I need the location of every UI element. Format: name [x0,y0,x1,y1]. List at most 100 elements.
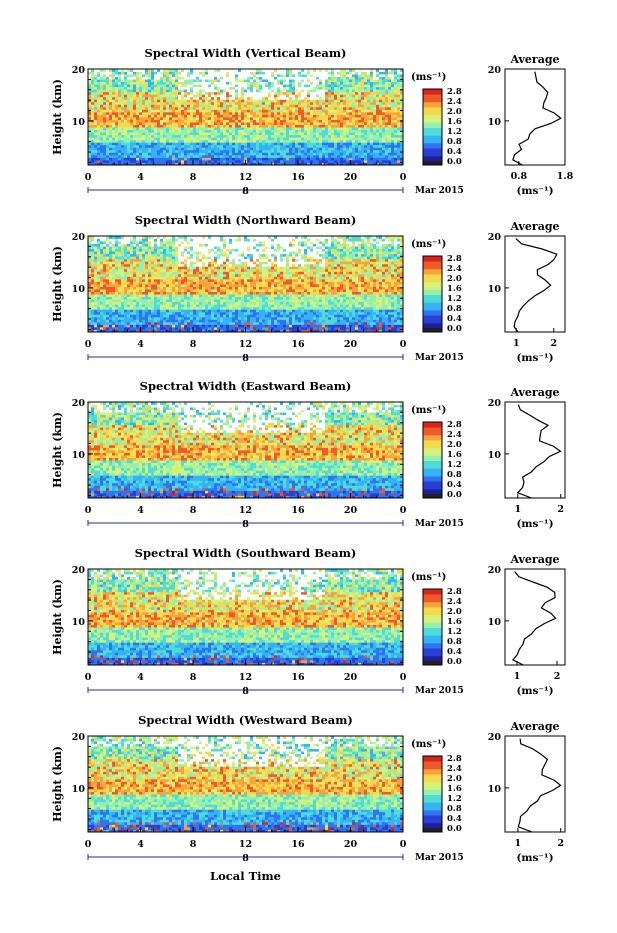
heatmap-cell [142,107,145,110]
heatmap-cell [184,157,187,160]
heatmap-cell [250,319,253,322]
heatmap-cell [349,150,352,153]
heatmap-cell [265,79,268,82]
heatmap-cell [115,157,118,160]
heatmap-cell [238,137,241,140]
heatmap-cell [157,82,160,85]
heatmap-cell [307,102,310,105]
heatmap-cell [145,155,148,158]
heatmap-cell [385,72,388,75]
heatmap-cell [274,312,277,315]
heatmap-cell [328,127,331,130]
heatmap-cell [154,77,157,80]
heatmap-cell [343,152,346,155]
heatmap-cell [292,150,295,153]
heatmap-cell [241,140,244,143]
heatmap-cell [97,132,100,135]
heatmap-cell [355,312,358,315]
heatmap-cell [208,120,211,123]
heatmap-cell [187,130,190,133]
heatmap-cell [148,314,151,317]
heatmap-cell [265,312,268,315]
heatmap-cell [118,142,121,145]
heatmap-cell [319,107,322,110]
heatmap-cell [127,82,130,85]
colorbar-segment [423,138,442,141]
heatmap-cell [271,117,274,120]
heatmap-cell [202,155,205,158]
heatmap-cell [355,74,358,77]
heatmap-cell [100,102,103,105]
heatmap-cell [127,319,130,322]
heatmap-cell [196,104,199,107]
heatmap-cell [379,130,382,133]
heatmap-cell [91,99,94,102]
heatmap-cell [175,87,178,90]
heatmap-cell [277,319,280,322]
heatmap-cell [328,72,331,75]
x-tick-label: 20 [344,172,358,183]
heatmap-cell [322,140,325,143]
heatmap-cell [226,157,229,160]
heatmap-cell [88,122,91,125]
colorbar-segment [423,143,442,146]
heatmap-cell [226,132,229,135]
heatmap-cell [250,324,253,327]
heatmap-cell [184,79,187,82]
heatmap-cell [394,109,397,112]
heatmap-cell [364,137,367,140]
heatmap-cell [364,140,367,143]
heatmap-cell [148,152,151,155]
heatmap-cell [250,327,253,330]
heatmap-cell [94,127,97,130]
heatmap-cell [142,327,145,330]
heatmap-cell [112,130,115,133]
heatmap-cell [196,109,199,112]
heatmap-cell [208,324,211,327]
heatmap-cell [175,89,178,92]
colorbar-segment [423,135,442,138]
heatmap-cell [157,327,160,330]
heatmap-cell [259,319,262,322]
heatmap-cell [340,97,343,100]
heatmap-cell [121,112,124,115]
heatmap-cell [319,127,322,130]
heatmap-cell [373,312,376,315]
heatmap-cell [94,135,97,138]
heatmap-cell [262,140,265,143]
heatmap-cell [250,112,253,115]
heatmap-cell [184,72,187,75]
heatmap-cell [211,114,214,117]
heatmap-cell [379,109,382,112]
heatmap-cell [271,140,274,143]
heatmap-cell [289,92,292,95]
heatmap-cell [241,109,244,112]
heatmap-cell [343,160,346,163]
heatmap-cell [142,314,145,317]
heatmap-cell [256,327,259,330]
heatmap-cell [226,150,229,153]
heatmap-cell [289,155,292,158]
heatmap-cell [316,317,319,320]
heatmap-cell [301,102,304,105]
heatmap-cell [139,74,142,77]
heatmap-cell [214,99,217,102]
heatmap-cell [136,309,139,312]
heatmap-cell [340,107,343,110]
heatmap-cell [124,104,127,107]
heatmap-cell [217,72,220,75]
heatmap-cell [88,309,91,312]
heatmap-cell [319,145,322,148]
heatmap-cell [181,142,184,145]
heatmap-cell [358,157,361,160]
heatmap-cell [250,137,253,140]
heatmap-cell [208,72,211,75]
heatmap-cell [181,125,184,128]
heatmap-cell [181,109,184,112]
heatmap-cell [97,155,100,158]
heatmap-cell [109,122,112,125]
heatmap-cell [334,157,337,160]
heatmap-cell [388,324,391,327]
heatmap-cell [157,312,160,315]
heatmap-cell [334,117,337,120]
